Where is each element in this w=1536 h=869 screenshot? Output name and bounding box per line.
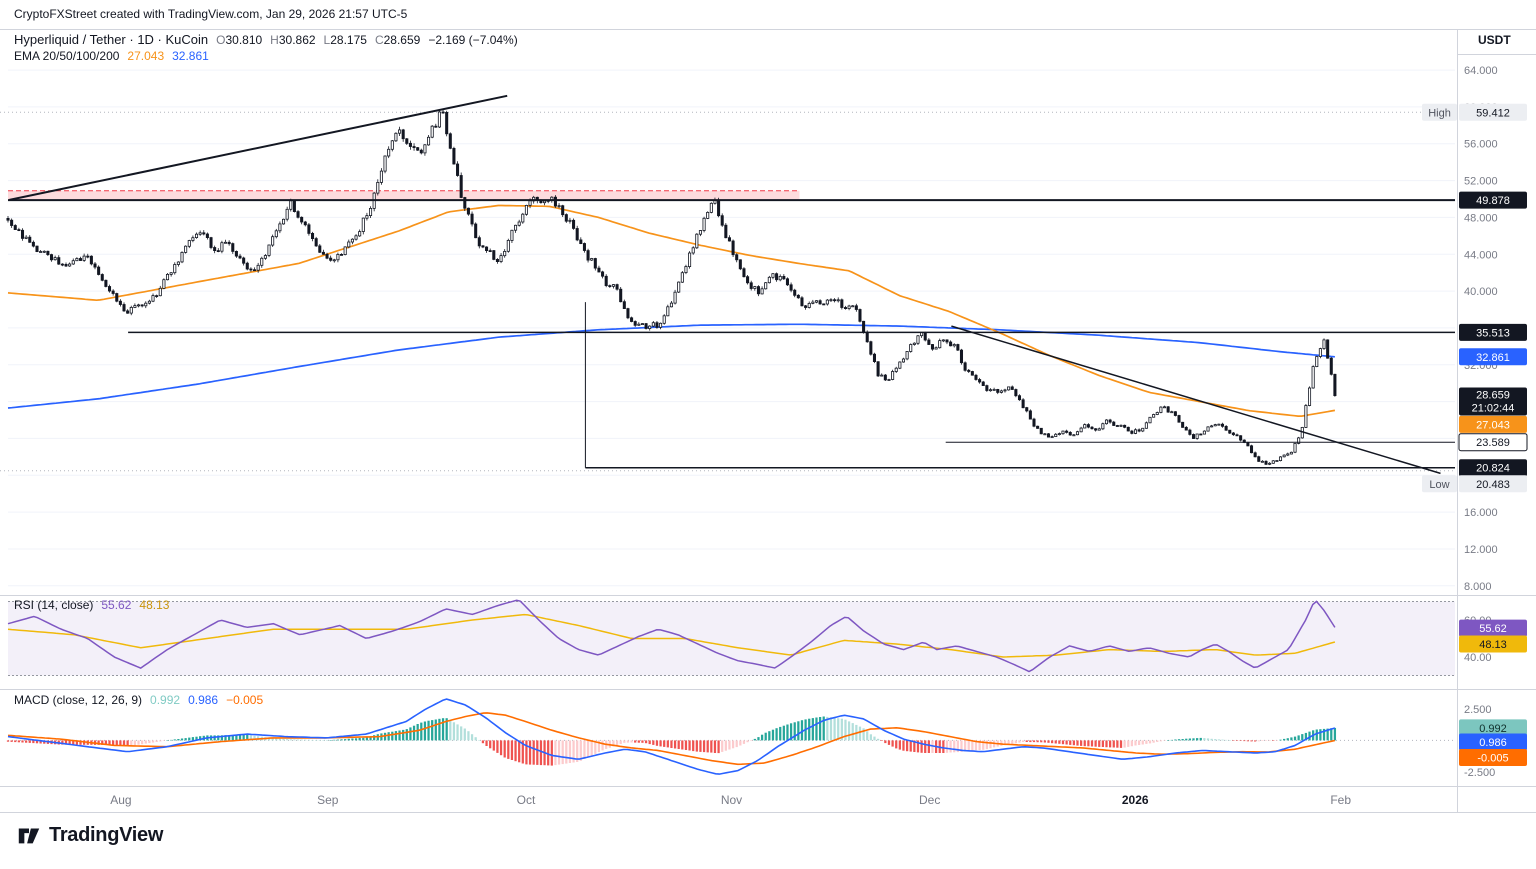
svg-text:2026: 2026: [1122, 793, 1149, 807]
svg-text:20.824: 20.824: [1476, 463, 1510, 475]
svg-text:21:02:44: 21:02:44: [1472, 403, 1515, 415]
svg-text:USDT: USDT: [1478, 33, 1511, 47]
tradingview-logo[interactable]: TradingView: [16, 822, 163, 848]
svg-text:2.500: 2.500: [1464, 704, 1492, 716]
svg-text:High: High: [1428, 107, 1451, 119]
candlestick-series: [6, 109, 1337, 466]
rsi-line: [7, 599, 1336, 673]
svg-text:44.000: 44.000: [1464, 249, 1498, 261]
svg-text:0.992: 0.992: [1479, 723, 1507, 735]
svg-text:20.483: 20.483: [1476, 479, 1510, 491]
ema-slow-line: [7, 323, 1335, 409]
svg-text:Nov: Nov: [721, 793, 742, 807]
svg-text:64.000: 64.000: [1464, 65, 1498, 77]
svg-text:40.00: 40.00: [1464, 652, 1492, 664]
tradingview-logo-text: TradingView: [49, 823, 164, 846]
tradingview-logo-icon: [18, 828, 40, 844]
price-axis[interactable]: USDT64.00060.00056.00052.00048.00044.000…: [1422, 33, 1528, 593]
svg-text:Low: Low: [1429, 479, 1449, 491]
svg-text:Oct: Oct: [517, 793, 536, 807]
price-gridlines: [8, 69, 1455, 587]
svg-text:56.000: 56.000: [1464, 139, 1498, 151]
svg-text:16.000: 16.000: [1464, 507, 1498, 519]
svg-text:40.000: 40.000: [1464, 286, 1498, 298]
svg-text:Sep: Sep: [317, 793, 339, 807]
svg-text:55.62: 55.62: [1479, 623, 1507, 635]
time-axis[interactable]: Aug Sep Oct Nov Dec 2026 Feb: [110, 793, 1351, 807]
svg-text:12.000: 12.000: [1464, 544, 1498, 556]
macd-axis[interactable]: 2.500 -2.500 0.992 0.986 -0.005: [1459, 704, 1527, 779]
svg-text:35.513: 35.513: [1476, 327, 1510, 339]
symbol-title[interactable]: Hyperliquid / Tether · 1D · KuCoin: [14, 32, 209, 47]
svg-text:23.589: 23.589: [1476, 437, 1510, 449]
macd-histogram: [6, 716, 1337, 766]
rsi-band: [8, 601, 1455, 676]
svg-text:Aug: Aug: [110, 793, 131, 807]
resistance-zone: [8, 190, 800, 201]
drawn-lines: [8, 94, 1455, 475]
svg-text:28.659: 28.659: [1476, 390, 1510, 402]
svg-text:8.000: 8.000: [1464, 581, 1492, 593]
svg-text:-2.500: -2.500: [1464, 767, 1495, 779]
svg-text:49.878: 49.878: [1476, 195, 1510, 207]
svg-text:52.000: 52.000: [1464, 176, 1498, 188]
macd-line: [7, 698, 1336, 775]
svg-text:59.412: 59.412: [1476, 107, 1510, 119]
panel-separators: [0, 29, 1536, 813]
svg-text:32.861: 32.861: [1476, 352, 1510, 364]
svg-text:-0.005: -0.005: [1477, 752, 1508, 764]
svg-text:48.000: 48.000: [1464, 212, 1498, 224]
rsi-ma-line: [7, 613, 1336, 658]
attribution-text: CryptoFXStreet created with TradingView.…: [14, 7, 408, 21]
high-low-dotted-lines: [0, 111, 1455, 472]
ema-fast-line: [7, 204, 1336, 417]
svg-text:Feb: Feb: [1330, 793, 1351, 807]
svg-text:48.13: 48.13: [1479, 639, 1507, 651]
svg-text:0.986: 0.986: [1479, 737, 1507, 749]
svg-text:27.043: 27.043: [1476, 419, 1510, 431]
macd-signal-line: [7, 712, 1336, 766]
svg-text:Dec: Dec: [919, 793, 940, 807]
